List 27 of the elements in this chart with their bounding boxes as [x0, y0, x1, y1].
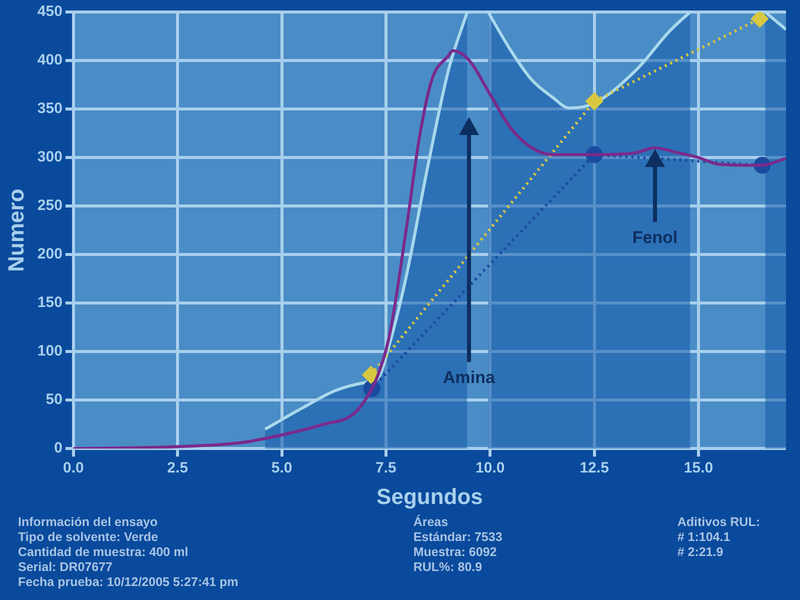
y-tick-label: 200 — [37, 246, 62, 263]
x-tick-label: 15.0 — [684, 460, 714, 477]
y-tick-label: 150 — [37, 294, 62, 312]
x-tick-label: 2.5 — [167, 460, 188, 477]
y-tick-label: 400 — [37, 52, 62, 69]
y-tick-label: 100 — [37, 342, 62, 360]
x-tick-label: 12.5 — [580, 460, 609, 477]
y-tick-label: 250 — [37, 197, 62, 214]
x-tick-label: 10.0 — [476, 460, 505, 477]
annotation: Fenol — [631, 228, 679, 248]
y-tick-label: 0 — [54, 440, 62, 457]
text: Áreas Estándar: 7533 Muestra: 6092 RUL%: 80.9 — [413, 515, 502, 576]
point — [751, 12, 768, 28]
point — [586, 92, 603, 110]
annotation: Amina — [442, 368, 496, 388]
x-tick-label: 7.5 — [376, 460, 396, 477]
text: Aditivos RUL: # 1:104.1 # 2:21.9 — [677, 515, 760, 561]
y-tick-label: 350 — [37, 100, 62, 118]
text: Información del ensayo Tipo de solvente: Verde Cantidad de muestra: 400 ml Serial: DR07677 Fecha prueba: 10/12/2005 5:27:41 pm — [18, 515, 238, 590]
x-tick-label: 5.0 — [271, 460, 292, 477]
point — [362, 366, 380, 384]
x-axis-title: Segundos — [376, 484, 483, 509]
y-tick-label: 50 — [46, 391, 62, 408]
y-tick-label: 450 — [37, 3, 62, 20]
y-tick-label: 300 — [37, 148, 62, 166]
y-axis-title: Numero — [3, 188, 28, 272]
x-tick-label: 0.0 — [62, 460, 84, 477]
